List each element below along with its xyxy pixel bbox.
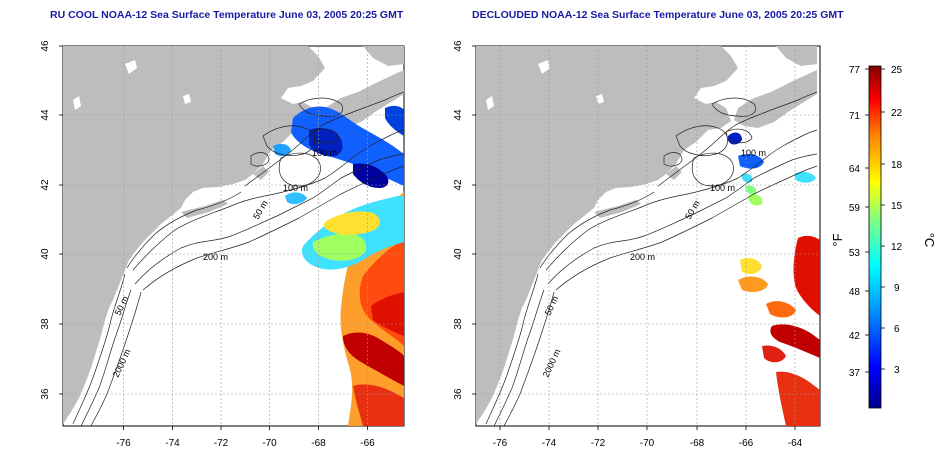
left-map-panel: 100 m 100 m 50 m 200 m 50 m 2000 m -76 -… bbox=[40, 40, 405, 449]
left-lat-tick-label: 46 bbox=[40, 40, 51, 52]
left-map-title: RU COOL NOAA-12 Sea Surface Temperature … bbox=[50, 9, 404, 21]
right-lon-tick-label: -68 bbox=[690, 438, 705, 449]
right-lat-tick-label: 38 bbox=[453, 318, 464, 330]
right-lon-tick-label: -74 bbox=[542, 438, 557, 449]
left-contour-label-100m-b: 100 m bbox=[283, 183, 308, 193]
right-sst-field bbox=[728, 132, 820, 426]
fahrenheit-tick-label: 77 bbox=[849, 65, 861, 76]
right-contour-label-200m: 200 m bbox=[630, 252, 655, 262]
left-contour-label-200m: 200 m bbox=[203, 252, 228, 262]
right-lat-tick-label: 36 bbox=[453, 388, 464, 400]
right-map-panel: 100 m 100 m 50 m 200 m 50 m 2000 m -76 -… bbox=[453, 40, 821, 449]
fahrenheit-tick-label: 37 bbox=[849, 368, 861, 379]
left-lon-tick-label: -72 bbox=[214, 438, 229, 449]
right-lon-tick-label: -70 bbox=[640, 438, 655, 449]
right-graticule bbox=[476, 46, 820, 426]
right-lon-tick-label: -72 bbox=[591, 438, 606, 449]
right-lon-tick-label: -66 bbox=[739, 438, 754, 449]
fahrenheit-tick-label: 48 bbox=[849, 287, 861, 298]
temperature-colorbar: 77 71 64 59 53 48 42 37 25 22 18 15 12 9… bbox=[830, 65, 937, 409]
right-lon-tick-label: -64 bbox=[788, 438, 803, 449]
left-graticule bbox=[63, 46, 404, 426]
left-lon-tick-label: -76 bbox=[116, 438, 131, 449]
right-lat-tick-label: 44 bbox=[453, 109, 464, 121]
colorbar-ramp bbox=[868, 65, 882, 409]
right-contour-label-100m-a: 100 m bbox=[741, 148, 766, 158]
celsius-tick-label: 9 bbox=[894, 283, 900, 294]
left-sst-field bbox=[273, 105, 404, 426]
celsius-tick-label: 22 bbox=[891, 108, 903, 119]
left-lat-tick-label: 40 bbox=[40, 248, 51, 260]
celsius-tick-label: 12 bbox=[891, 242, 903, 253]
left-lon-tick-label: -74 bbox=[165, 438, 180, 449]
left-lon-tick-label: -68 bbox=[311, 438, 326, 449]
right-lat-tick-label: 42 bbox=[453, 179, 464, 191]
right-map-title: DECLOUDED NOAA-12 Sea Surface Temperatur… bbox=[472, 9, 844, 21]
right-contour-label-100m-b: 100 m bbox=[710, 183, 735, 193]
left-lon-tick-label: -70 bbox=[262, 438, 277, 449]
celsius-axis-label: °C bbox=[922, 233, 937, 248]
fahrenheit-tick-label: 59 bbox=[849, 203, 861, 214]
fahrenheit-tick-label: 64 bbox=[849, 164, 861, 175]
celsius-tick-label: 3 bbox=[894, 365, 900, 376]
left-lat-tick-label: 44 bbox=[40, 109, 51, 121]
left-lon-tick-label: -66 bbox=[360, 438, 375, 449]
celsius-tick-label: 25 bbox=[891, 65, 903, 76]
left-lat-tick-label: 36 bbox=[40, 388, 51, 400]
right-lon-tick-label: -76 bbox=[493, 438, 508, 449]
fahrenheit-axis-label: °F bbox=[830, 233, 845, 246]
left-contour-label-100m-a: 100 m bbox=[312, 148, 337, 158]
celsius-tick-label: 6 bbox=[894, 324, 900, 335]
left-lat-tick-label: 38 bbox=[40, 318, 51, 330]
fahrenheit-tick-label: 71 bbox=[849, 111, 861, 122]
right-lat-tick-label: 46 bbox=[453, 40, 464, 52]
celsius-tick-label: 15 bbox=[891, 201, 903, 212]
left-lat-tick-label: 42 bbox=[40, 179, 51, 191]
fahrenheit-tick-label: 42 bbox=[849, 331, 861, 342]
right-lat-tick-label: 40 bbox=[453, 248, 464, 260]
celsius-tick-label: 18 bbox=[891, 160, 903, 171]
fahrenheit-tick-label: 53 bbox=[849, 248, 861, 259]
